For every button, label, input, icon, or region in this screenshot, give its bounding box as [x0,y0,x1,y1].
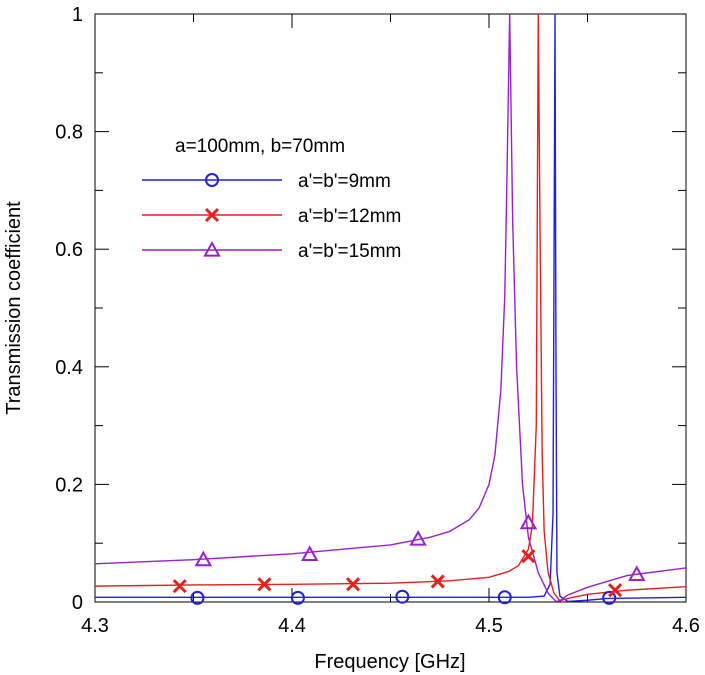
y-axis-title: Transmission coefficient [3,201,25,415]
axis-ticks [94,13,687,603]
y-tick-label: 0 [72,592,83,614]
legend-label: a'=b'=9mm [298,171,391,192]
data-point-marker [409,530,427,546]
data-point-marker [301,545,319,561]
legend-marker [205,173,219,187]
legend-entry-3: a'=b'=15mm [142,240,401,262]
data-point-marker [290,590,305,605]
axis-tick-labels: 4.3 4.4 4.5 4.6 0 0.2 0.4 0.6 0.8 1 [55,4,700,637]
data-point-marker [190,590,205,605]
x-tick-label: 4.4 [278,615,306,637]
data-point-marker [257,577,272,592]
legend: a=100mm, b=70mm a'=b'=9mm a'=b'=12mm a'=b'… [142,136,401,262]
legend-label: a'=b'=12mm [298,206,401,227]
data-point-marker [519,513,538,530]
data-point-marker [602,590,617,605]
legend-entry-1: a'=b'=9mm [142,171,391,192]
x-tick-label: 4.5 [475,615,503,637]
series-line-1 [95,14,686,603]
data-point-marker [194,550,213,567]
y-tick-label: 0.2 [55,474,83,496]
x-axis-title: Frequency [GHz] [314,651,465,673]
data-point-marker [172,579,187,594]
data-point-marker [497,590,512,605]
y-tick-label: 0.6 [55,239,83,261]
data-point-marker [430,574,445,589]
plot-area [94,13,687,603]
x-tick-label: 4.6 [672,615,700,637]
series-lines [95,14,686,603]
legend-entry-2: a'=b'=12mm [142,206,401,227]
data-point-marker [628,565,646,581]
legend-marker [204,207,220,223]
y-tick-label: 0.4 [55,357,83,379]
series-line-2 [95,14,686,602]
x-tick-label: 4.3 [81,615,109,637]
legend-marker [203,240,221,257]
series-line-3 [95,14,686,603]
y-tick-label: 0.8 [55,122,83,144]
y-tick-label: 1 [72,4,83,26]
data-point-marker [395,589,410,604]
legend-label: a'=b'=15mm [298,241,401,262]
data-point-marker [608,583,623,598]
data-point-marker [346,577,361,592]
data-point-marker [521,549,536,564]
legend-title: a=100mm, b=70mm [175,136,345,157]
series-markers [172,513,646,605]
